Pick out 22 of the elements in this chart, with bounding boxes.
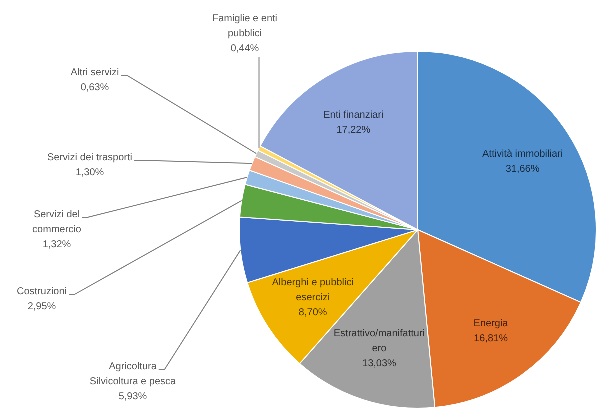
data-label: 5,93%	[118, 391, 148, 402]
data-label: 31,66%	[506, 164, 540, 176]
slice-label: Altri servizi	[70, 67, 120, 78]
data-label: 2,95%	[28, 301, 56, 312]
data-label: 1,32%	[42, 239, 72, 250]
data-label: 16,81%	[474, 334, 508, 345]
data-label: 1,30%	[76, 167, 104, 178]
data-label: 17,22%	[336, 125, 371, 136]
data-label: 13,03%	[362, 358, 397, 370]
slice-label: Energia	[474, 318, 509, 330]
slice-label: Attività immobiliari	[482, 149, 564, 160]
data-label: 0,63%	[80, 82, 110, 94]
slice-label: Servizi dei trasporti	[47, 152, 133, 164]
data-label: 8,70%	[298, 308, 328, 319]
slice-label: Estrattivo/manifatturiero	[334, 328, 426, 355]
slice-label: Alberghi e pubblici esercizi	[272, 278, 354, 304]
data-label: 0,44%	[230, 43, 260, 54]
slice-label: Costruzioni	[16, 286, 68, 298]
slice-label: Agricoltura Silvicoltura e pesca	[90, 361, 177, 388]
slice-label: Enti finanziari	[324, 110, 384, 122]
slice-label: Famiglie e enti pubblici	[212, 13, 278, 40]
slice-label: Servizi del commercio	[32, 209, 82, 236]
